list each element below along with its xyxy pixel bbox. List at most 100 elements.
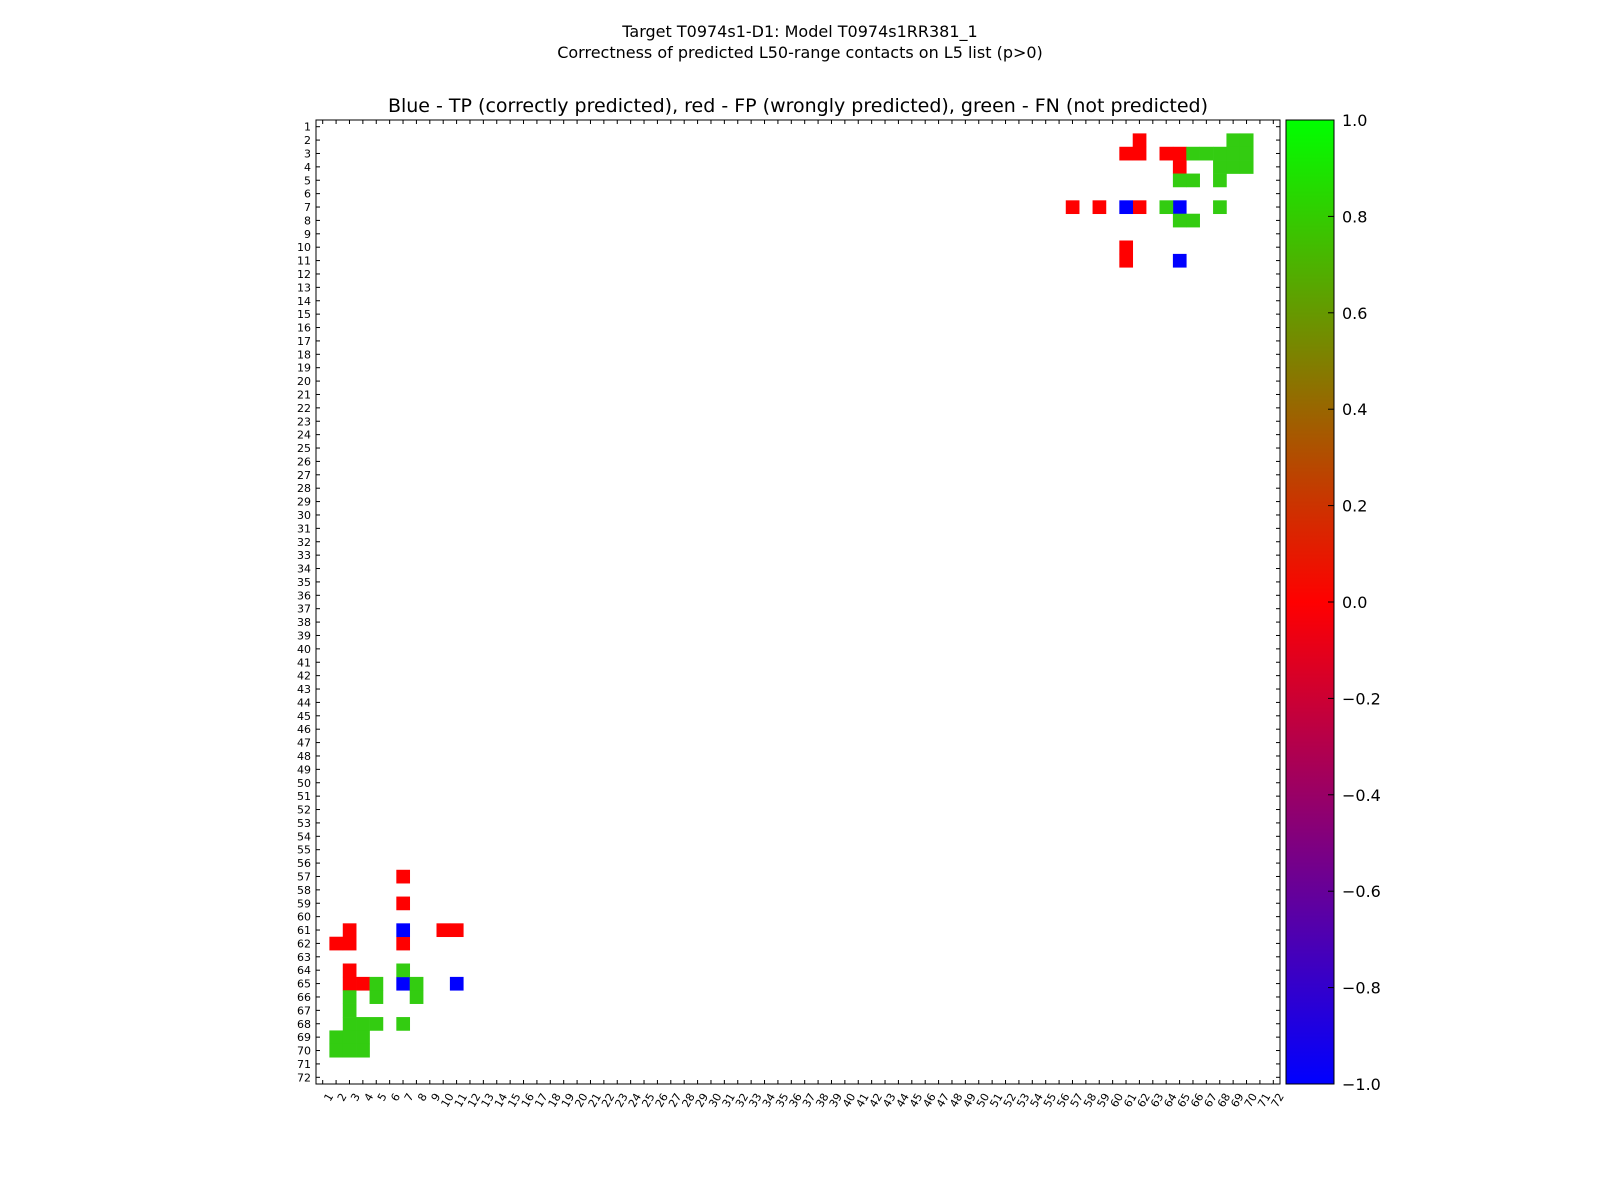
y-tick-label: 17 — [297, 335, 311, 348]
contact-cell-fn — [342, 1003, 357, 1018]
contact-cell-fn — [1226, 160, 1241, 174]
contact-cell-tp — [449, 976, 464, 991]
x-tick-label: 36 — [787, 1091, 805, 1110]
x-tick-label: 13 — [479, 1091, 497, 1110]
contact-cell-fp — [1159, 146, 1174, 161]
colorbar-tick-label: 0.8 — [1342, 207, 1367, 226]
y-tick-label: 62 — [297, 937, 311, 950]
axes-title: Blue - TP (correctly predicted), red - F… — [387, 95, 1209, 117]
contact-cell-fn — [1239, 146, 1254, 161]
contact-cell-fn — [409, 990, 424, 1004]
contact-cell-fn — [369, 976, 384, 991]
x-tick-label: 42 — [867, 1091, 885, 1110]
x-tick-label: 54 — [1028, 1091, 1046, 1110]
x-tick-label: 30 — [706, 1091, 724, 1110]
y-tick-label: 9 — [304, 228, 311, 241]
contact-cell-tp — [396, 976, 411, 991]
axes-frame — [315, 119, 1281, 1085]
y-tick-label: 34 — [297, 563, 311, 576]
x-tick-label: 26 — [653, 1091, 671, 1110]
y-tick-label: 25 — [297, 442, 311, 455]
y-tick-label: 51 — [297, 790, 311, 803]
x-tick-label: 24 — [626, 1091, 644, 1110]
y-tick-label: 23 — [297, 415, 311, 428]
y-tick-label: 68 — [297, 1018, 311, 1031]
contact-cell-fn — [1172, 213, 1187, 228]
contact-cell-fn — [342, 1043, 357, 1058]
x-tick-label: 66 — [1188, 1091, 1206, 1110]
x-tick-label: 69 — [1228, 1091, 1246, 1110]
axes-background — [316, 120, 1280, 1084]
y-tick-label: 63 — [297, 951, 311, 964]
x-tick-label: 34 — [760, 1091, 778, 1110]
y-tick-label: 42 — [297, 670, 311, 683]
colorbar-tick-label: −1.0 — [1342, 1075, 1381, 1094]
colorbar-tick-label: −0.8 — [1342, 979, 1381, 998]
contact-cell-fp — [396, 869, 411, 884]
y-tick-label: 39 — [297, 629, 311, 642]
contact-cell-fp — [396, 936, 411, 951]
contact-cell-fp — [1132, 133, 1147, 148]
y-tick-label: 29 — [297, 496, 311, 509]
colorbar-tick-label: 0.0 — [1342, 593, 1367, 612]
colorbar-tick-label: 0.2 — [1342, 497, 1367, 516]
y-tick-label: 69 — [297, 1031, 311, 1044]
x-tick-label: 28 — [679, 1091, 697, 1110]
y-tick-label: 2 — [304, 134, 311, 147]
contact-cell-fn — [356, 1017, 370, 1031]
y-tick-label: 28 — [297, 482, 311, 495]
y-tick-label: 22 — [297, 402, 311, 415]
y-tick-label: 14 — [297, 295, 311, 308]
y-tick-label: 3 — [304, 147, 311, 160]
y-tick-label: 19 — [297, 362, 311, 375]
contact-cell-fn — [1186, 213, 1200, 228]
contact-cell-fp — [436, 923, 451, 938]
y-tick-label: 60 — [297, 911, 311, 924]
x-tick-label: 33 — [746, 1091, 764, 1110]
contact-cell-fn — [1213, 173, 1227, 188]
y-tick-label: 43 — [297, 683, 311, 696]
x-tick-label: 17 — [532, 1091, 550, 1110]
plot-area: 1234567891011121314151617181920212223242… — [297, 119, 1287, 1110]
x-tick-label: 65 — [1175, 1091, 1193, 1110]
x-tick-label: 16 — [519, 1091, 537, 1110]
y-tick-label: 30 — [297, 509, 311, 522]
y-tick-label: 48 — [297, 750, 311, 763]
y-tick-label: 65 — [297, 978, 311, 991]
contact-cell-tp — [396, 923, 411, 938]
y-tick-label: 36 — [297, 589, 311, 602]
contact-cell-fn — [1172, 173, 1187, 188]
y-tick-label: 33 — [297, 549, 311, 562]
x-tick-label: 14 — [492, 1091, 510, 1110]
contact-cell-fn — [1213, 160, 1227, 174]
contact-cell-fn — [1226, 146, 1241, 161]
x-tick-label: 64 — [1161, 1091, 1179, 1110]
y-tick-label: 58 — [297, 884, 311, 897]
contact-cell-fp — [1132, 146, 1147, 161]
y-tick-label: 59 — [297, 897, 311, 910]
contact-cell-fn — [1239, 133, 1254, 148]
y-tick-label: 40 — [297, 643, 311, 656]
contact-cell-fn — [1213, 200, 1227, 215]
x-tick-label: 52 — [1001, 1091, 1019, 1110]
y-tick-label: 11 — [297, 255, 311, 268]
contact-cell-fp — [1065, 200, 1080, 215]
y-tick-label: 54 — [297, 830, 311, 843]
y-tick-label: 55 — [297, 844, 311, 857]
contact-cell-fp — [396, 896, 411, 911]
y-tick-label: 26 — [297, 455, 311, 468]
y-tick-label: 66 — [297, 991, 311, 1004]
contact-cell-fp — [1172, 146, 1187, 161]
x-tick-label: 58 — [1081, 1091, 1099, 1110]
x-tick-label: 39 — [827, 1091, 845, 1110]
y-tick-label: 47 — [297, 737, 311, 750]
y-tick-label: 41 — [297, 656, 311, 669]
y-tick-label: 27 — [297, 469, 311, 482]
contact-cell-fn — [369, 1017, 384, 1031]
contact-cell-fn — [329, 1030, 344, 1045]
contact-cell-fn — [342, 1030, 357, 1045]
y-tick-label: 53 — [297, 817, 311, 830]
contact-cell-fn — [1213, 146, 1227, 161]
